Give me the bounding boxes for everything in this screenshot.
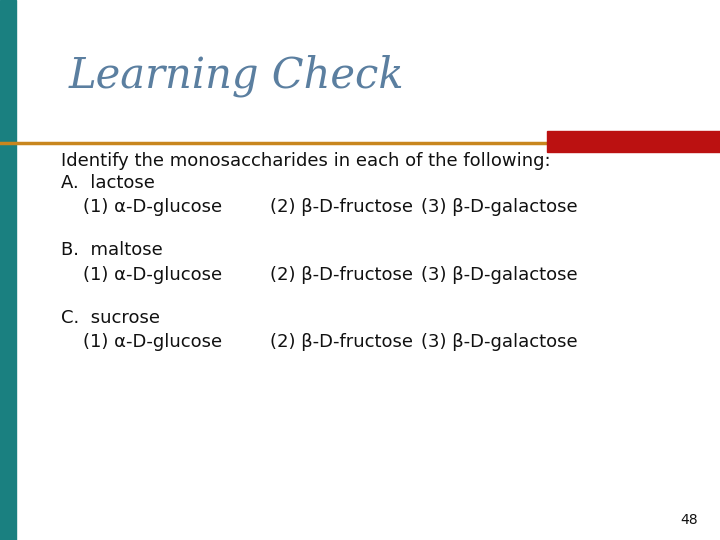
Text: (1) α-D-glucose: (1) α-D-glucose (83, 198, 222, 216)
Text: B.  maltose: B. maltose (61, 241, 163, 259)
Text: (3) β-D-galactose: (3) β-D-galactose (421, 333, 578, 351)
Text: (2) β-D-fructose: (2) β-D-fructose (270, 333, 413, 351)
Text: 48: 48 (681, 512, 698, 526)
Text: (1) α-D-glucose: (1) α-D-glucose (83, 333, 222, 351)
Text: A.  lactose: A. lactose (61, 174, 155, 192)
Bar (0, 0, 16, 540)
Text: (1) α-D-glucose: (1) α-D-glucose (83, 266, 222, 284)
Text: (2) β-D-fructose: (2) β-D-fructose (270, 198, 413, 216)
Text: (3) β-D-galactose: (3) β-D-galactose (421, 198, 578, 216)
Text: Learning Check: Learning Check (68, 55, 404, 97)
Text: (3) β-D-galactose: (3) β-D-galactose (421, 266, 578, 284)
Text: C.  sucrose: C. sucrose (61, 309, 160, 327)
Bar (547, 131, 720, 152)
Text: Identify the monosaccharides in each of the following:: Identify the monosaccharides in each of … (61, 152, 551, 170)
Text: (2) β-D-fructose: (2) β-D-fructose (270, 266, 413, 284)
